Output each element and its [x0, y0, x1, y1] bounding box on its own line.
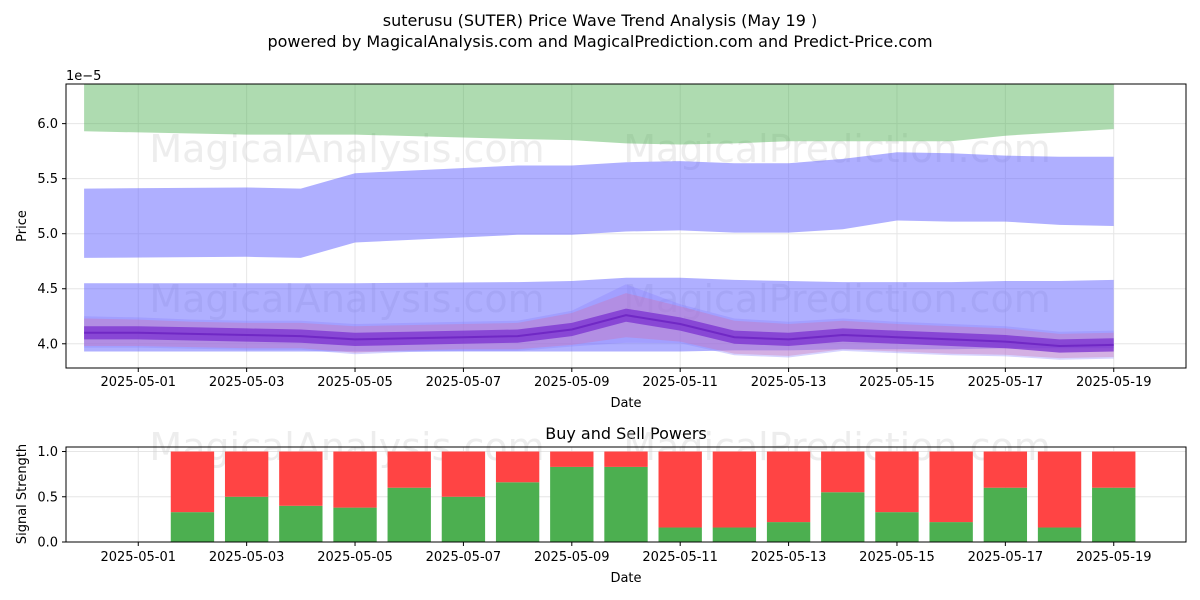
sell-bar [387, 451, 431, 488]
sell-bar [1037, 451, 1082, 528]
buy-sell-x-ticks: 2025-05-01 2025-05-03 2025-05-05 2025-05-07… [100, 542, 1152, 565]
buy-bar [1037, 527, 1082, 542]
y-tick-label: 4.0 [37, 337, 58, 352]
sell-bar [1092, 451, 1136, 488]
x-tick-label: 2025-05-07 [426, 375, 502, 390]
x-tick-label: 2025-05-09 [534, 550, 610, 565]
sell-bar [821, 451, 865, 493]
buy-bar [604, 466, 648, 542]
x-tick-label: 2025-05-15 [859, 375, 935, 390]
buy-bar [333, 507, 377, 542]
price-wave [84, 284, 1114, 360]
buy-bar [1092, 487, 1136, 542]
chart-subtitle: powered by MagicalAnalysis.com and Magic… [267, 32, 932, 51]
buy-bar [712, 527, 757, 542]
x-tick-label: 2025-05-19 [1076, 550, 1152, 565]
x-tick-label: 2025-05-05 [317, 375, 393, 390]
y-tick-label: 5.5 [37, 172, 58, 187]
buy-sell-y-ticks: 0.0 0.5 1.0 [37, 445, 66, 551]
sell-bar [766, 451, 811, 523]
x-tick-label: 2025-05-01 [100, 375, 176, 390]
buy-sell-y-axis-label: Signal Strength [15, 444, 30, 544]
sell-bar [658, 451, 702, 528]
x-tick-label: 2025-05-11 [642, 550, 718, 565]
buy-bar [929, 522, 973, 542]
y-offset-label: 1e−5 [66, 69, 101, 84]
sell-bar [441, 451, 486, 497]
y-tick-label: 6.0 [37, 117, 58, 132]
y-tick-label: 4.5 [37, 282, 58, 297]
price-wave-chart: MagicalAnalysis.com MagicalPrediction.co… [15, 69, 1187, 411]
x-tick-label: 2025-05-09 [534, 375, 610, 390]
price-bands [84, 84, 1114, 352]
buy-bar [550, 466, 594, 542]
upper-band-area [84, 84, 1114, 145]
y-tick-label: 0.5 [37, 490, 58, 505]
buy-bar [387, 487, 431, 542]
y-tick-label: 0.0 [37, 536, 58, 551]
x-tick-label: 2025-05-03 [209, 550, 285, 565]
sell-bar [929, 451, 973, 523]
sell-bar [983, 451, 1028, 488]
x-tick-label: 2025-05-19 [1076, 375, 1152, 390]
buy-bar [441, 496, 486, 542]
buy-sell-bars [170, 451, 1136, 542]
buy-bar [170, 512, 215, 542]
x-tick-label: 2025-05-17 [968, 550, 1044, 565]
sell-bar [550, 451, 594, 467]
sell-bar [170, 451, 215, 513]
buy-bar [821, 492, 865, 542]
buy-bar [983, 487, 1028, 542]
middle-band-area [84, 152, 1114, 258]
buy-bar [766, 522, 811, 542]
sell-bar [875, 451, 919, 513]
y-tick-label: 1.0 [37, 445, 58, 460]
wave-core-area [84, 308, 1114, 353]
buy-sell-x-axis-label: Date [610, 571, 641, 586]
buy-bar [279, 505, 323, 542]
x-tick-label: 2025-05-01 [100, 550, 176, 565]
price-y-axis-label: Price [15, 210, 30, 242]
sell-bar [712, 451, 757, 528]
sell-bar [495, 451, 540, 483]
sell-bar [279, 451, 323, 506]
x-tick-label: 2025-05-13 [751, 375, 827, 390]
y-tick-label: 5.0 [37, 227, 58, 242]
price-axes-frame [65, 83, 1187, 369]
buy-bar [495, 482, 540, 542]
price-x-ticks: 2025-05-01 2025-05-03 2025-05-05 2025-05-07… [100, 368, 1152, 390]
x-tick-label: 2025-05-11 [642, 375, 718, 390]
buy-sell-axes-frame [65, 446, 1187, 543]
buy-bar [875, 512, 919, 542]
buy-bar [224, 496, 269, 542]
x-tick-label: 2025-05-13 [751, 550, 827, 565]
watermark: MagicalAnalysis.com [149, 127, 544, 171]
sell-bar [333, 451, 377, 508]
x-tick-label: 2025-05-05 [317, 550, 393, 565]
sell-bar [604, 451, 648, 467]
chart-title: suterusu (SUTER) Price Wave Trend Analys… [383, 11, 817, 30]
buy-bar [658, 527, 702, 542]
x-tick-label: 2025-05-17 [968, 375, 1044, 390]
x-tick-label: 2025-05-03 [209, 375, 285, 390]
buy-sell-title: Buy and Sell Powers [545, 424, 707, 443]
sell-bar [224, 451, 269, 497]
price-x-axis-label: Date [610, 396, 641, 411]
buy-sell-chart: Buy and Sell Powers MagicalAnalysis.com … [15, 424, 1187, 586]
x-tick-label: 2025-05-07 [426, 550, 502, 565]
x-tick-label: 2025-05-15 [859, 550, 935, 565]
price-y-ticks: 4.0 4.5 5.0 5.5 6.0 [37, 117, 66, 352]
wave-center-line [84, 314, 1114, 348]
